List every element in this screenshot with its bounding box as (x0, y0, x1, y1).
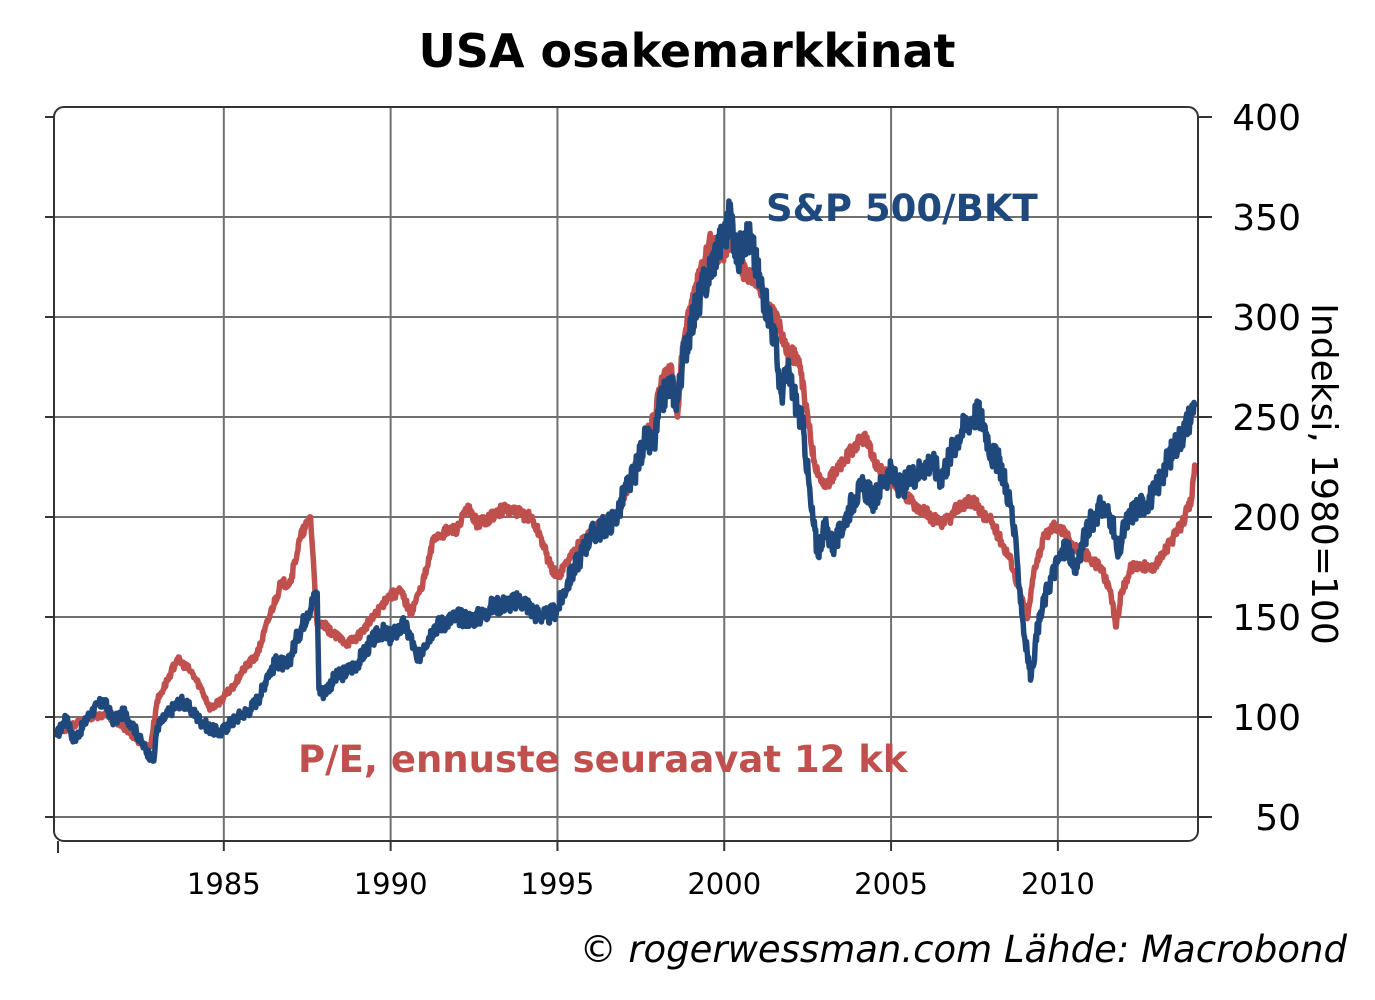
chart-title: USA osakemarkkinat (418, 24, 955, 78)
sp500-gdp-line (54, 198, 1198, 764)
y-tick-label: 100 (1232, 698, 1301, 739)
y-tick-label: 300 (1232, 298, 1301, 339)
source-credit: © rogerwessman.com Lähde: Macrobond (580, 928, 1348, 971)
x-axis-ticks: 1985 1990 1995 2000 2005 2010 (57, 841, 1095, 901)
y-axis-ticks: 50 100 150 200 250 300 350 400 (45, 98, 1301, 839)
y-gridlines (54, 216, 1198, 818)
x-tick-label: 2000 (687, 867, 761, 901)
y-tick-label: 50 (1255, 798, 1301, 839)
y-tick-label: 250 (1232, 398, 1301, 439)
legend-sp500-label: S&P 500/BKT (766, 187, 1039, 230)
y-axis-label: Indeksi, 1980=100 (1303, 303, 1344, 644)
x-tick-label: 1985 (187, 867, 261, 901)
legend-pe-label: P/E, ennuste seuraavat 12 kk (298, 738, 909, 781)
x-tick-label: 1990 (354, 867, 428, 901)
y-tick-label: 200 (1232, 498, 1301, 539)
x-tick-label: 2005 (854, 867, 928, 901)
x-tick-label: 2010 (1021, 867, 1095, 901)
y-tick-label: 350 (1232, 198, 1301, 239)
y-tick-label: 150 (1232, 598, 1301, 639)
series-lines (54, 198, 1198, 764)
y-tick-label: 400 (1232, 98, 1301, 139)
plot-frame (53, 106, 1199, 842)
x-tick-label: 1995 (521, 867, 595, 901)
